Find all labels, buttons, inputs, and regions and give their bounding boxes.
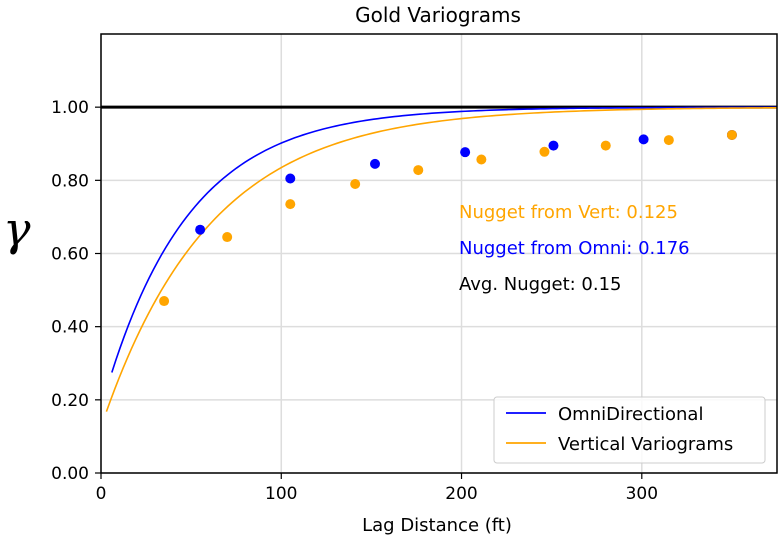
legend-box [493,396,766,464]
data-point-omnidirectional [285,173,296,184]
data-point-vertical-variograms [285,199,296,210]
data-points [159,129,737,307]
x-axis-label: Lag Distance (ft) [362,515,512,536]
data-point-vertical-variograms [663,135,674,146]
legend-label-vert: Vertical Variograms [558,434,733,455]
x-tick-label: 200 [445,484,477,504]
data-point-omnidirectional [460,147,471,158]
data-point-vertical-variograms [600,140,611,151]
data-point-vertical-variograms [222,232,233,243]
data-point-vertical-variograms [476,154,487,165]
model-curve-vertical-variograms [105,106,778,412]
plot-frame [100,33,778,474]
x-tick-label: 0 [96,484,107,504]
axis-ticks: 0 100 200 300 0.00 0.20 0.40 0.60 0.80 1.00 [51,98,658,504]
data-point-vertical-variograms [413,165,424,176]
data-point-omnidirectional [638,134,649,145]
data-point-vertical-variograms [726,129,737,140]
y-tick-label: 1.00 [51,98,89,118]
chart-title: Gold Variograms [355,3,521,27]
annotation-avg-nugget: Avg. Nugget: 0.15 [459,274,622,295]
model-curve-omnidirectional [111,106,778,373]
y-tick-label: 0.60 [51,245,89,265]
y-tick-label: 0.00 [51,464,89,484]
annotation-nugget-omni: Nugget from Omni: 0.176 [459,238,690,259]
legend: OmniDirectional Vertical Variograms [493,396,766,464]
data-point-omnidirectional [370,158,381,169]
legend-label-omni: OmniDirectional [558,404,703,425]
model-curves [105,106,778,412]
x-tick-label: 300 [626,484,658,504]
data-point-vertical-variograms [539,146,550,157]
data-point-vertical-variograms [350,178,361,189]
y-axis-label: γ [3,202,31,256]
data-point-omnidirectional [195,224,206,235]
x-tick-label: 100 [265,484,297,504]
y-tick-label: 0.80 [51,171,89,191]
data-point-vertical-variograms [159,296,170,307]
y-tick-label: 0.20 [51,391,89,411]
data-point-omnidirectional [548,140,559,151]
y-tick-label: 0.40 [51,318,89,338]
annotation-nugget-vert: Nugget from Vert: 0.125 [459,202,678,223]
